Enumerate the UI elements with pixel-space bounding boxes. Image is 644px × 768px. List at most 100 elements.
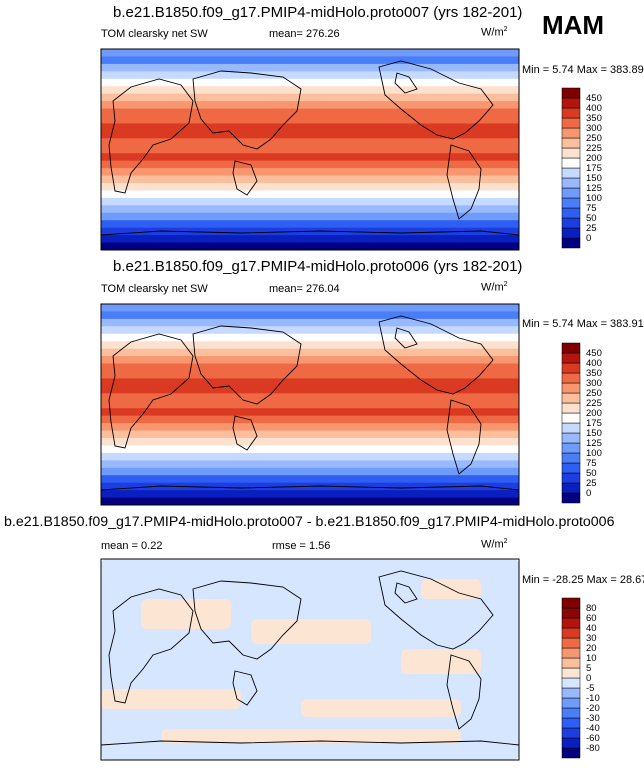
colorbar-tick-label: -5	[586, 683, 594, 694]
field-band	[101, 205, 519, 214]
field-band	[101, 430, 519, 439]
colorbar-box-1-1	[561, 227, 581, 239]
field-band	[101, 235, 519, 244]
field-region	[141, 599, 231, 629]
colorbar-tick-label: 50	[586, 213, 597, 224]
colorbar-box-2-8	[561, 412, 581, 424]
field-band	[101, 86, 519, 95]
panel2-minmax-label: Min = 5.74 Max = 383.91	[522, 318, 644, 330]
field-band	[101, 415, 519, 424]
colorbar-tick-label: 300	[586, 378, 602, 389]
field-region	[301, 699, 461, 717]
panel2-map	[100, 303, 520, 506]
colorbar-tick-label: 250	[586, 133, 602, 144]
season-label: MAM	[542, 10, 605, 40]
colorbar-tick-label: 10	[586, 653, 597, 664]
colorbar-tick-label: 100	[586, 448, 602, 459]
field-band	[101, 408, 519, 417]
coastline	[232, 670, 258, 706]
colorbar-box-2-5	[561, 442, 581, 454]
colorbar-box-3-1	[561, 737, 581, 749]
field-band	[101, 460, 519, 469]
coastline	[446, 399, 482, 475]
colorbar-tick-label: 0	[586, 233, 591, 244]
colorbar-tick-label: 40	[586, 623, 597, 634]
colorbar-box-1-8	[561, 157, 581, 169]
colorbar-tick-label: 350	[586, 113, 602, 124]
colorbar-box-2-6	[561, 432, 581, 444]
colorbar-box-3-13	[561, 617, 581, 629]
field-band	[101, 153, 519, 162]
colorbar-box-3-3	[561, 717, 581, 729]
map-frame	[100, 558, 520, 761]
field-region	[101, 689, 241, 709]
panel3-title: b.e21.B1850.f09_g17.PMIP4-midHolo.proto0…	[4, 514, 615, 530]
colorbar-tick-label: 0	[586, 673, 591, 684]
coastline	[108, 78, 194, 194]
coastline	[100, 485, 520, 491]
field-band	[101, 326, 519, 335]
coastline	[378, 60, 494, 140]
colorbar-tick-label: -60	[586, 733, 600, 744]
colorbar-box-1-12	[561, 117, 581, 129]
colorbar-box-3-14	[561, 607, 581, 619]
colorbar-box-3-10	[561, 647, 581, 659]
coastline	[446, 654, 482, 730]
field-band	[101, 212, 519, 221]
map-frame	[100, 303, 520, 506]
colorbar-tick-label: 200	[586, 153, 602, 164]
field-band	[101, 49, 519, 57]
colorbar-box-2-9	[561, 402, 581, 414]
colorbar-tick-label: 200	[586, 408, 602, 419]
colorbar-tick-label: 20	[586, 643, 597, 654]
coastline	[192, 325, 302, 405]
panel1-map	[100, 48, 520, 251]
colorbar-box-2-2	[561, 472, 581, 484]
coastline	[232, 160, 258, 196]
panel1-mean-label: mean= 276.26	[269, 28, 340, 40]
colorbar-tick-label: -10	[586, 693, 600, 704]
colorbar-tick-label: 25	[586, 223, 597, 234]
coastline	[378, 315, 494, 395]
colorbar-box-1-4	[561, 197, 581, 209]
field-band	[101, 168, 519, 177]
panel1-units-label: W/m2	[481, 26, 508, 39]
panel3-map	[100, 558, 520, 761]
colorbar-box-3-9	[561, 657, 581, 669]
field-band	[101, 220, 519, 229]
coastline	[100, 230, 520, 236]
colorbar-box-1-11	[561, 127, 581, 139]
field-band	[101, 490, 519, 499]
colorbar-tick-label: 125	[586, 438, 602, 449]
colorbar-tick-label: 225	[586, 398, 602, 409]
colorbar-box-2-15	[561, 342, 581, 354]
panel1-minmax-label: Min = 5.74 Max = 383.89	[522, 64, 644, 76]
coastline	[394, 72, 418, 94]
colorbar-box-3-15	[561, 597, 581, 609]
colorbar-box-2-11	[561, 382, 581, 394]
colorbar-tick-label: 250	[586, 388, 602, 399]
field-band	[101, 108, 519, 117]
colorbar-box-1-7	[561, 167, 581, 179]
panel2-units-label: W/m2	[481, 281, 508, 294]
colorbar-box-2-7	[561, 422, 581, 434]
field-band	[101, 78, 519, 87]
colorbar-tick-label: 175	[586, 163, 602, 174]
field-band	[101, 348, 519, 357]
colorbar-tick-label: 100	[586, 193, 602, 204]
field-band	[101, 311, 519, 320]
field-band	[101, 145, 519, 154]
colorbar-box-1-15	[561, 87, 581, 99]
colorbar-tick-label: -30	[586, 713, 600, 724]
field-band	[101, 341, 519, 350]
panel2-mean-label: mean= 276.04	[269, 283, 340, 295]
colorbar-box-3-7	[561, 677, 581, 689]
field-band	[101, 138, 519, 147]
coastline	[108, 333, 194, 449]
field-band	[101, 160, 519, 169]
coastline	[394, 582, 418, 604]
colorbar-tick-label: 25	[586, 478, 597, 489]
colorbar-box-1-5	[561, 187, 581, 199]
